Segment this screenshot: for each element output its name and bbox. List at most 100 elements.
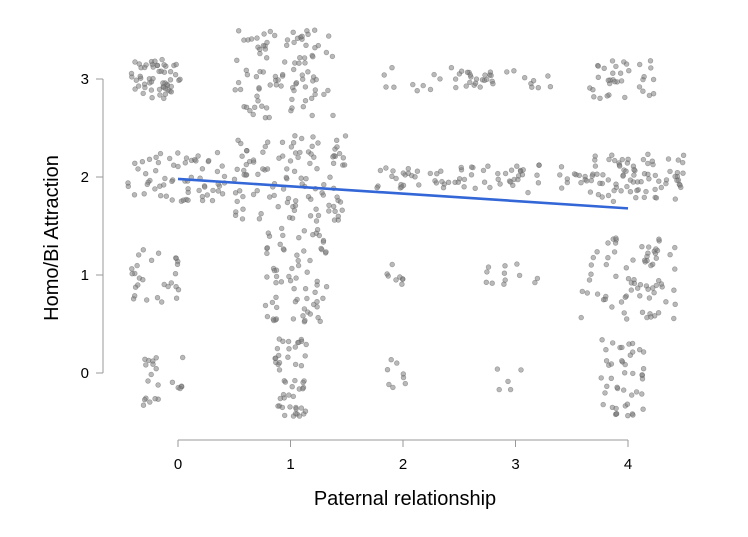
data-point	[639, 391, 645, 397]
data-point	[625, 156, 631, 163]
data-point	[314, 278, 320, 284]
data-point	[649, 285, 656, 291]
data-point	[497, 181, 503, 187]
data-point	[312, 27, 318, 33]
data-point	[214, 149, 221, 156]
data-point	[232, 212, 239, 219]
data-point	[244, 148, 250, 154]
data-point	[672, 173, 678, 180]
data-point	[291, 168, 298, 175]
data-point	[611, 249, 618, 255]
data-point	[390, 168, 396, 174]
data-point	[646, 176, 652, 182]
data-point	[518, 367, 524, 373]
data-point	[267, 28, 273, 35]
data-point	[645, 160, 651, 167]
data-point	[135, 166, 141, 172]
x-tick-label: 1	[286, 456, 294, 473]
data-point	[131, 192, 138, 198]
data-point	[672, 196, 678, 202]
data-point	[273, 273, 280, 280]
data-point	[377, 167, 384, 174]
data-point	[619, 156, 625, 163]
data-point	[260, 166, 266, 172]
data-point	[588, 177, 594, 184]
data-point	[262, 143, 268, 150]
data-point	[148, 371, 154, 378]
data-point	[653, 255, 659, 261]
data-point	[135, 282, 141, 288]
data-point	[149, 94, 155, 101]
data-point	[558, 185, 565, 191]
data-point	[266, 114, 272, 121]
data-point	[173, 61, 179, 68]
data-point	[271, 267, 278, 274]
data-point	[129, 271, 135, 277]
data-point	[637, 293, 643, 299]
x-tick-label: 2	[399, 456, 407, 473]
data-point	[301, 248, 307, 254]
data-point	[340, 155, 346, 161]
data-point	[604, 93, 610, 99]
data-point	[639, 309, 646, 315]
data-point	[299, 135, 305, 142]
data-point	[199, 197, 206, 204]
y-axis: 0 1 2 3	[81, 71, 104, 382]
data-point	[135, 83, 142, 89]
data-point	[564, 176, 570, 182]
data-point	[481, 179, 488, 185]
data-point	[488, 72, 494, 79]
data-point	[331, 217, 338, 223]
data-point	[529, 84, 535, 90]
data-point	[485, 264, 492, 270]
data-point	[433, 180, 440, 186]
data-point	[400, 170, 406, 176]
data-point	[234, 198, 240, 205]
data-point	[605, 77, 611, 84]
data-point	[146, 156, 153, 163]
data-point	[125, 183, 132, 190]
data-point	[279, 225, 285, 232]
data-point	[393, 277, 399, 283]
data-point	[461, 184, 467, 190]
data-point	[672, 301, 678, 307]
y-tick-label: 1	[81, 267, 89, 284]
data-point	[579, 288, 585, 295]
data-point	[627, 352, 633, 358]
data-point	[557, 172, 563, 178]
data-point	[288, 144, 295, 150]
data-point	[296, 339, 302, 346]
data-point	[291, 207, 298, 214]
data-point	[302, 97, 309, 104]
data-point	[172, 271, 179, 277]
data-point	[472, 185, 478, 192]
data-point	[648, 314, 654, 320]
data-point	[321, 182, 327, 188]
data-point	[299, 181, 305, 187]
data-point	[667, 252, 673, 258]
data-point	[584, 290, 590, 296]
data-point	[292, 344, 298, 350]
data-point	[646, 295, 653, 301]
data-point	[504, 69, 510, 75]
data-point	[284, 166, 290, 172]
data-point	[273, 280, 279, 286]
data-point	[300, 76, 306, 82]
data-point	[535, 180, 542, 186]
data-point	[232, 87, 238, 93]
data-point	[307, 311, 313, 317]
data-point	[637, 282, 644, 288]
data-point	[157, 92, 163, 98]
data-point	[308, 151, 314, 157]
data-point	[165, 283, 171, 290]
data-point	[645, 244, 652, 250]
data-point	[383, 84, 389, 90]
data-point	[167, 68, 174, 75]
data-point	[219, 191, 226, 197]
data-point	[613, 273, 619, 279]
data-point	[663, 299, 669, 305]
data-point	[653, 282, 659, 289]
data-point	[315, 140, 321, 146]
data-point	[613, 405, 619, 412]
data-point	[484, 269, 490, 275]
